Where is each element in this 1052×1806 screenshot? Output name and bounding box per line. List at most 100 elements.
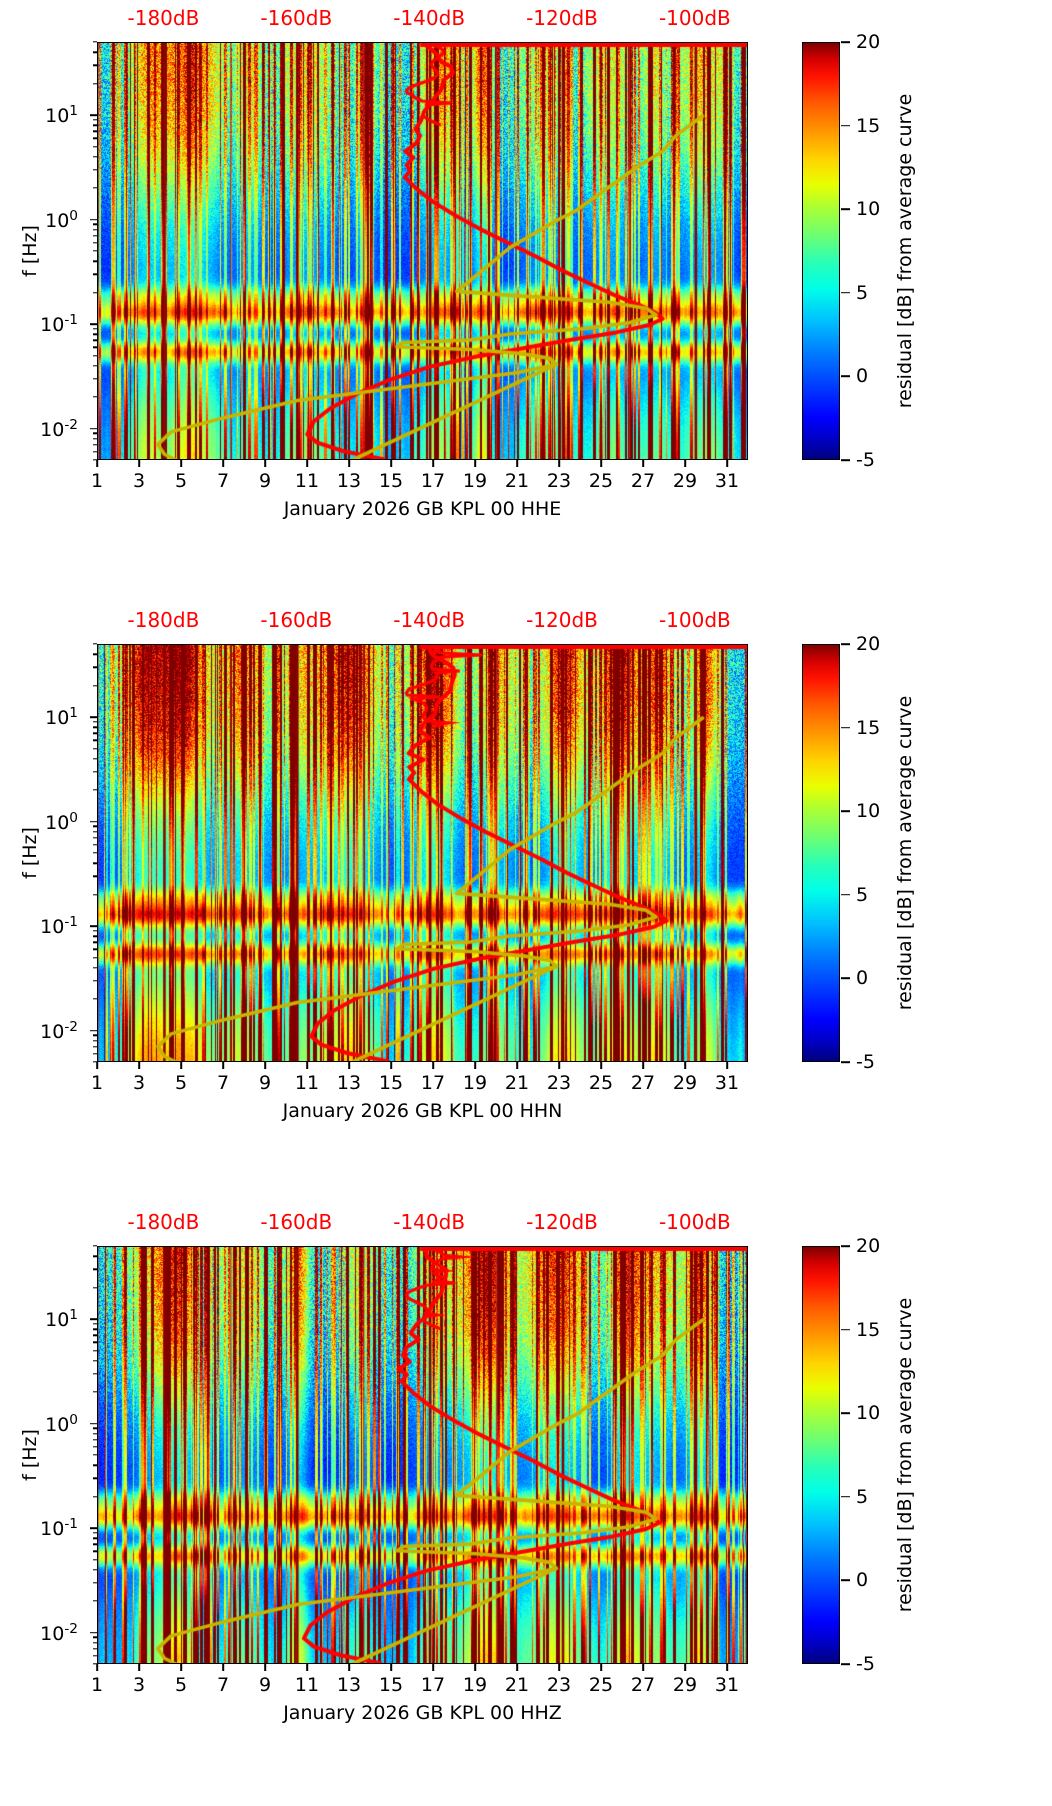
- x-axis-tick-mark: [600, 1664, 602, 1671]
- colorbar-tick-mark: [841, 643, 850, 645]
- y-axis-minor-tick: [93, 1543, 97, 1545]
- y-axis-minor-tick: [93, 1268, 97, 1270]
- y-axis-tick-mark: [90, 1422, 97, 1425]
- y-axis-minor-tick: [93, 1046, 97, 1048]
- x-axis-tick-mark: [642, 460, 644, 467]
- top-db-label: -120dB: [526, 608, 598, 632]
- colorbar-title: residual [dB] from average curve: [894, 1297, 916, 1613]
- y-axis-minor-tick: [93, 666, 97, 668]
- y-axis-minor-tick: [93, 739, 97, 741]
- top-db-label: -180dB: [127, 1210, 200, 1234]
- y-axis-minor-tick: [93, 459, 97, 461]
- y-tick-mantissa: 10: [45, 209, 70, 232]
- y-axis-tick-mark: [90, 1527, 97, 1529]
- colorbar-tick-mark: [841, 810, 850, 812]
- y-axis-minor-tick: [93, 844, 97, 846]
- x-axis-tick-mark: [390, 1062, 392, 1069]
- x-axis-tick-mark: [348, 1062, 350, 1069]
- y-axis-minor-tick: [93, 155, 97, 158]
- y-axis-minor-tick: [93, 789, 97, 791]
- y-axis-minor-tick: [93, 273, 97, 275]
- x-axis-tick-mark: [558, 1062, 560, 1069]
- y-axis-minor-tick: [93, 1053, 97, 1055]
- x-axis-tick-label: 23: [546, 470, 572, 492]
- y-tick-mantissa: 10: [40, 1622, 65, 1645]
- y-axis-minor-tick: [93, 1432, 97, 1435]
- y-tick-exponent: -2: [64, 1018, 78, 1035]
- y-axis-minor-tick: [93, 1039, 97, 1042]
- y-tick-exponent: -2: [64, 416, 78, 433]
- y-axis-minor-tick: [93, 1641, 97, 1644]
- colorbar-tick-mark: [841, 292, 850, 294]
- y-axis-minor-tick: [93, 1663, 97, 1665]
- spectrogram-plot-area: [97, 42, 748, 460]
- y-axis-minor-tick: [93, 770, 97, 773]
- colorbar-tick-mark: [841, 1328, 850, 1331]
- y-axis-minor-tick: [93, 837, 97, 839]
- y-axis-tick-label: 10-2: [18, 1018, 78, 1042]
- x-axis-tick-mark: [390, 1664, 392, 1671]
- x-axis-tick-mark: [432, 1062, 434, 1069]
- x-axis-tick-mark: [516, 460, 518, 467]
- colorbar-tick-label: 0: [856, 1569, 869, 1592]
- y-axis-tick-mark: [90, 323, 97, 325]
- spectrogram-panel-HHZ: -180dB -160dB -140dB -120dB -100dB 101 100 10-1…: [0, 1204, 1052, 1806]
- top-db-label: -160dB: [260, 6, 333, 30]
- y-axis-minor-tick: [93, 979, 97, 982]
- x-axis-tick-mark: [684, 460, 686, 467]
- y-axis-tick-mark: [90, 820, 97, 823]
- y-tick-exponent: -2: [64, 1620, 78, 1637]
- x-axis-tick-label: 3: [132, 1674, 146, 1696]
- x-axis-tick-label: 1: [90, 1072, 104, 1094]
- y-axis-minor-tick: [93, 242, 97, 244]
- x-axis-tick-label: 29: [672, 470, 698, 492]
- y-axis-minor-tick: [93, 1328, 97, 1330]
- x-axis-tick-label: 21: [504, 1674, 530, 1696]
- colorbar-tick-mark: [841, 1245, 850, 1247]
- colorbar-tick-label: 10: [856, 800, 881, 823]
- x-axis-tick-mark: [726, 1062, 728, 1069]
- colorbar-tick-label: 5: [856, 883, 869, 906]
- colorbar-tick-label: 15: [856, 114, 881, 137]
- x-axis-title: January 2026 GB KPL 00 HHN: [282, 1100, 563, 1122]
- y-axis-minor-tick: [93, 998, 97, 1000]
- y-tick-exponent: 1: [69, 102, 78, 119]
- x-axis-tick-label: 23: [546, 1072, 572, 1094]
- y-axis-tick-mark: [90, 218, 97, 221]
- y-tick-exponent: 1: [69, 1306, 78, 1323]
- colorbar-tick-mark: [841, 375, 850, 378]
- y-tick-mantissa: 10: [40, 418, 65, 441]
- x-axis-tick-label: 11: [294, 1072, 320, 1094]
- colorbar-tick-label: -5: [856, 1653, 875, 1675]
- y-axis-tick-label: 101: [18, 705, 78, 729]
- y-axis-minor-tick: [93, 956, 97, 959]
- y-axis-minor-tick: [93, 684, 97, 687]
- colorbar-tick-mark: [841, 124, 850, 127]
- y-axis-minor-tick: [93, 1495, 97, 1498]
- y-axis-minor-tick: [93, 168, 97, 171]
- y-tick-exponent: 0: [69, 1411, 78, 1428]
- x-axis-tick-mark: [432, 460, 434, 467]
- psd-curve-overlay: [98, 43, 747, 459]
- y-axis-minor-tick: [93, 291, 97, 294]
- top-db-label: -140dB: [393, 1210, 466, 1234]
- y-axis-minor-tick: [93, 1648, 97, 1650]
- colorbar: [802, 644, 840, 1062]
- x-axis-tick-label: 21: [504, 470, 530, 492]
- y-axis-minor-tick: [93, 1391, 97, 1393]
- y-axis-minor-tick: [93, 757, 97, 760]
- y-axis-minor-tick: [93, 1245, 97, 1247]
- y-axis-minor-tick: [93, 1286, 97, 1289]
- y-axis-minor-tick: [93, 825, 97, 828]
- x-axis-tick-label: 5: [174, 470, 188, 492]
- x-axis-tick-mark: [180, 1664, 182, 1671]
- x-axis-tick-label: 3: [132, 470, 146, 492]
- x-axis-tick-label: 31: [714, 1674, 740, 1696]
- y-axis-tick-label: 10-1: [18, 1516, 78, 1540]
- y-axis-minor-tick: [93, 1341, 97, 1343]
- colorbar-tick-label: 0: [856, 967, 869, 990]
- y-tick-mantissa: 10: [45, 707, 70, 730]
- y-axis-minor-tick: [93, 1446, 97, 1448]
- y-axis-tick-label: 101: [18, 1307, 78, 1331]
- y-axis-minor-tick: [93, 51, 97, 53]
